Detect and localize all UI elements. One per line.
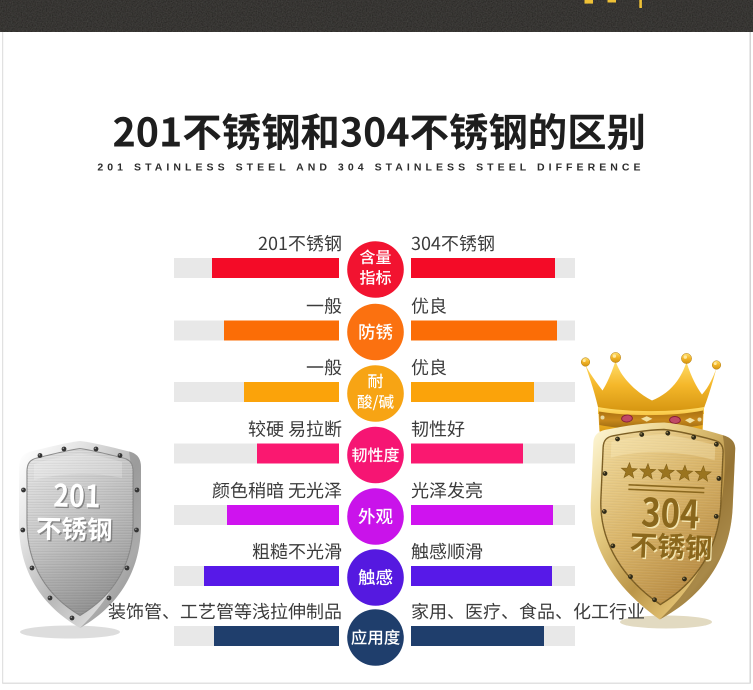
svg-text:201 STAINLESS STEEL AND 304 ST: 201 STAINLESS STEEL AND 304 STAINLESS ST… xyxy=(97,162,644,174)
